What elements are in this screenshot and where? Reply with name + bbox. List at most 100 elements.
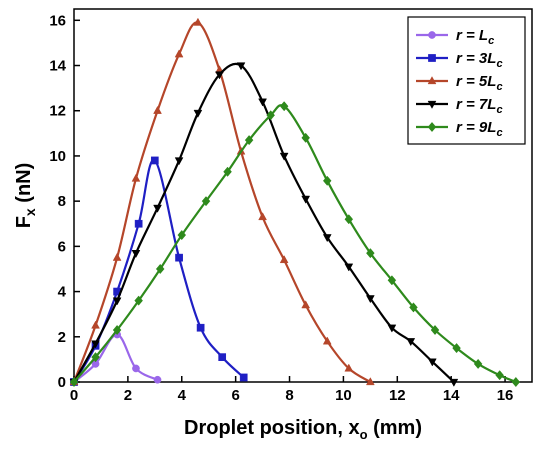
- data-point: [193, 109, 203, 118]
- data-point: [409, 302, 418, 313]
- data-point: [301, 195, 311, 204]
- data-point: [495, 370, 504, 381]
- data-point: [428, 31, 436, 39]
- data-point: [134, 295, 143, 306]
- data-point: [174, 49, 184, 58]
- data-point: [511, 376, 521, 388]
- data-point: [218, 353, 227, 361]
- data-point: [279, 152, 289, 161]
- y-tick-label: 6: [58, 238, 66, 255]
- data-point: [236, 62, 246, 71]
- series-layer: [69, 17, 521, 388]
- plot-frame: [73, 8, 533, 383]
- data-point: [301, 132, 310, 143]
- series-3: [69, 17, 375, 386]
- data-point: [387, 324, 397, 333]
- x-tick-label: 8: [285, 387, 293, 404]
- data-point: [215, 71, 224, 80]
- x-tick-label: 14: [443, 387, 460, 404]
- data-point: [258, 98, 267, 107]
- data-point: [365, 377, 375, 386]
- data-point: [322, 234, 332, 243]
- data-point: [153, 375, 162, 384]
- y-tick-label: 10: [49, 148, 66, 165]
- data-point: [279, 101, 289, 112]
- data-point: [344, 363, 354, 372]
- data-point: [266, 110, 275, 121]
- x-axis-title-main: Droplet position, x: [184, 417, 360, 439]
- data-point: [91, 352, 100, 363]
- data-point: [344, 263, 354, 272]
- data-point: [452, 343, 461, 354]
- data-point: [344, 214, 354, 225]
- x-axis-title-unit: (mm): [368, 417, 422, 439]
- data-point: [279, 255, 289, 264]
- data-point: [366, 248, 375, 259]
- legend-item: r = 3Lc: [416, 50, 503, 70]
- y-tick-label: 8: [58, 193, 66, 210]
- data-point: [196, 323, 205, 332]
- data-point: [322, 175, 332, 186]
- data-point: [69, 376, 79, 388]
- series-4: [69, 62, 459, 387]
- legend-label: r = 5Lc: [456, 73, 503, 93]
- legend-item: r = Lc: [416, 27, 494, 47]
- legend-item: r = 5Lc: [416, 73, 503, 93]
- x-axis-title: Droplet position, xo (mm): [184, 417, 422, 442]
- data-point: [301, 300, 311, 309]
- axis-ticks: 0 2 4 6 8 10 12 14 16 0 2 4 6 8 10 12 14 16: [49, 12, 513, 404]
- legend-label: r = Lc: [456, 27, 494, 47]
- data-point: [177, 229, 187, 241]
- data-point: [174, 157, 184, 166]
- data-point: [427, 100, 437, 109]
- legend-label: r = 3Lc: [456, 50, 503, 70]
- data-point: [91, 320, 100, 329]
- legend-label: r = 9Lc: [456, 119, 503, 139]
- data-point: [131, 250, 141, 258]
- y-axis-title-main: F: [13, 216, 35, 228]
- y-tick-label: 2: [58, 329, 66, 346]
- data-point: [387, 275, 397, 286]
- y-tick-label: 12: [49, 103, 66, 120]
- data-point: [112, 252, 122, 261]
- data-point: [193, 17, 203, 26]
- x-tick-label: 16: [497, 387, 514, 404]
- data-point: [153, 105, 162, 114]
- series-5: [69, 101, 521, 388]
- data-point: [239, 373, 248, 382]
- data-point: [153, 204, 162, 213]
- data-point: [175, 253, 183, 262]
- x-tick-label: 4: [178, 387, 187, 404]
- data-point: [134, 219, 143, 228]
- y-tick-label: 16: [49, 12, 66, 29]
- data-point: [150, 156, 159, 165]
- data-point: [406, 338, 416, 347]
- data-point: [132, 364, 140, 373]
- y-tick-label: 0: [58, 374, 66, 391]
- data-point: [449, 378, 459, 387]
- data-point: [365, 295, 375, 304]
- series-line: [73, 104, 517, 384]
- data-point: [155, 263, 165, 275]
- legend: r = Lc r = 3Lc r = 5Lc r = 7Lc r = 9Lc: [407, 16, 526, 145]
- plot-area: [73, 8, 533, 383]
- x-tick-label: 0: [70, 387, 78, 404]
- y-axis-title-unit: (nN): [13, 163, 35, 209]
- data-point: [131, 173, 141, 182]
- x-tick-label: 12: [389, 387, 406, 404]
- x-axis-title-sub: o: [360, 427, 368, 442]
- data-point: [322, 336, 332, 345]
- legend-label: r = 7Lc: [456, 96, 503, 116]
- data-point: [430, 324, 440, 336]
- data-point: [427, 358, 437, 367]
- data-point: [427, 76, 437, 85]
- data-point: [427, 121, 437, 133]
- data-point: [223, 166, 232, 177]
- data-point: [112, 324, 122, 336]
- x-tick-label: 2: [124, 387, 132, 404]
- y-tick-label: 14: [49, 58, 66, 75]
- data-point: [91, 340, 100, 349]
- y-tick-label: 4: [58, 284, 67, 301]
- data-point: [112, 297, 122, 306]
